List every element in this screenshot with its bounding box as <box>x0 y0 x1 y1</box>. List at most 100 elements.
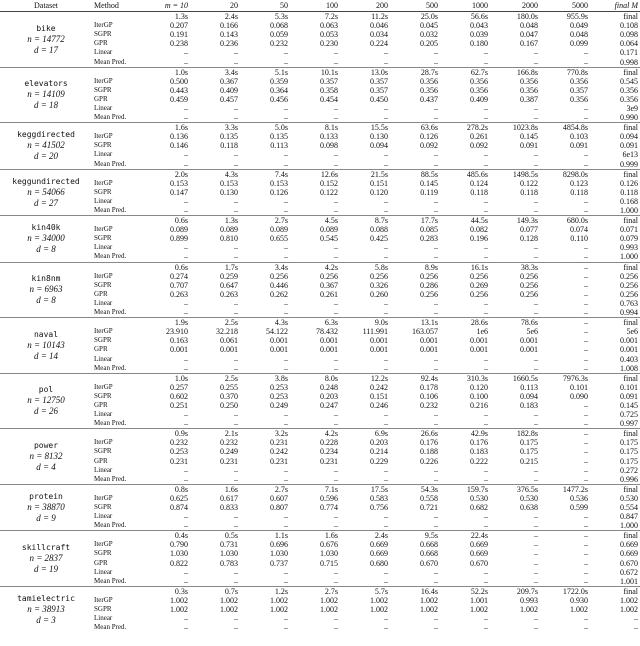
value-cell: – <box>434 354 438 364</box>
value-cell: – <box>484 623 488 633</box>
time-cell: 54.3s <box>390 483 440 494</box>
time-cell: 2.7s <box>240 215 290 226</box>
value-cell: – <box>184 150 188 160</box>
method-cell: Mean Pred. <box>94 57 127 66</box>
value-cell: 0.260 <box>370 289 388 299</box>
value-cell: – <box>434 567 438 577</box>
column-header: 2000 <box>490 0 540 12</box>
value-cell: – <box>284 614 288 624</box>
method-row: IterGP 0.790 0.731 0.696 0.676 0.669 0.668 0.66… <box>0 540 640 549</box>
value-cell: – <box>234 419 238 429</box>
dataset-n: n = 38870 <box>27 502 65 513</box>
method-row: IterGP 23.910 32.218 54.122 78.432 111.991 163… <box>0 327 640 336</box>
value-cell: – <box>484 298 488 308</box>
method-cell: SGPR <box>94 141 112 150</box>
value-cell: 0.061 <box>220 336 238 346</box>
value-cell: – <box>284 354 288 364</box>
value-cell: 0.783 <box>220 558 238 568</box>
value-cell: – <box>434 614 438 624</box>
value-cell: 1.030 <box>220 549 238 559</box>
time-cell: 4854.8s <box>540 122 590 133</box>
value-cell: 0.248 <box>320 382 338 392</box>
time-row: skillcraft n = 2837 d = 19 0.4s 0.5s 1.1s 1.6s… <box>0 530 640 587</box>
method-cell: IterGP <box>94 225 113 234</box>
method-cell: IterGP <box>94 132 113 141</box>
value-cell: 0.068 <box>270 21 288 31</box>
value-cell: 0.118 <box>470 187 488 197</box>
value-cell: 0.256 <box>470 289 488 299</box>
value-cell: 0.001 <box>320 336 338 346</box>
value-cell: 0.357 <box>370 85 388 95</box>
value-cell: – <box>234 252 238 262</box>
value-cell: – <box>484 474 488 484</box>
time-cell: 13.0s <box>340 66 390 77</box>
value-cell: – <box>584 271 588 281</box>
value-cell: 0.034 <box>370 30 388 40</box>
method-cell: IterGP <box>94 540 113 549</box>
value-cell: – <box>334 567 338 577</box>
value-cell: 0.715 <box>320 558 338 568</box>
value-cell: – <box>284 159 288 169</box>
value-cell: 0.094 <box>620 132 638 142</box>
method-row: GPR 0.251 0.250 0.249 0.247 0.246 0.232 0.216 0.… <box>0 401 640 410</box>
value-cell: – <box>534 363 538 373</box>
time-row: keggdirected n = 41502 d = 20 1.6s 3.3s 5.0s 8… <box>0 122 640 170</box>
value-cell: – <box>584 48 588 58</box>
time-cell: 2.4s <box>340 530 390 541</box>
method-cell: Mean Pred. <box>94 113 127 122</box>
column-header: 20 <box>190 0 240 12</box>
method-row: IterGP 0.625 0.617 0.607 0.596 0.583 0.558 0.53… <box>0 494 640 503</box>
value-cell: 0.256 <box>370 271 388 281</box>
value-cell: 0.001 <box>420 345 438 355</box>
method-row: GPR 0.238 0.236 0.232 0.230 0.224 0.205 0.180 0.… <box>0 39 640 48</box>
value-cell: – <box>184 252 188 262</box>
value-cell: – <box>234 576 238 586</box>
dataset-name: tamielectric <box>17 594 75 604</box>
value-cell: – <box>334 298 338 308</box>
value-cell: 0.234 <box>320 447 338 457</box>
method-row: GPR 0.822 0.783 0.737 0.715 0.680 0.670 0.670 – –… <box>0 559 640 568</box>
value-cell: – <box>434 512 438 522</box>
value-cell: 0.098 <box>620 30 638 40</box>
dataset-name: keggundirected <box>12 176 80 186</box>
time-cell: 3.4s <box>190 66 240 77</box>
value-cell: – <box>584 336 588 346</box>
value-cell: – <box>584 549 588 559</box>
time-cell: 2.5s <box>190 372 240 383</box>
time-cell: 2.1s <box>190 428 240 439</box>
value-cell: – <box>584 289 588 299</box>
dataset-cell: naval n = 10143 d = 14 <box>0 317 92 374</box>
value-cell: – <box>234 465 238 475</box>
time-cell: final <box>590 530 640 541</box>
value-cell: – <box>284 150 288 160</box>
value-cell: 0.001 <box>370 336 388 346</box>
value-cell: – <box>484 354 488 364</box>
time-cell: 78.6s <box>490 317 540 328</box>
value-cell: – <box>184 206 188 216</box>
time-cell: 28.6s <box>440 317 490 328</box>
dataset-n: n = 6963 <box>29 284 63 295</box>
time-cell: 42.9s <box>440 428 490 439</box>
value-cell: 0.725 <box>620 410 638 420</box>
value-cell: – <box>184 113 188 123</box>
time-cell: 8298.0s <box>540 168 590 179</box>
value-cell: 0.113 <box>270 141 288 151</box>
value-cell: – <box>384 474 388 484</box>
time-cell: 485.6s <box>440 168 490 179</box>
value-cell: – <box>584 159 588 169</box>
value-cell: 0.130 <box>220 187 238 197</box>
value-cell: 0.676 <box>320 540 338 550</box>
time-cell: 1.3s <box>190 215 240 226</box>
value-cell: – <box>584 57 588 67</box>
value-cell: – <box>184 474 188 484</box>
value-cell: 0.558 <box>420 493 438 503</box>
value-cell: 0.236 <box>220 39 238 49</box>
value-cell: 0.356 <box>470 76 488 86</box>
method-cell: GPR <box>94 289 108 298</box>
value-cell: 0.203 <box>370 438 388 448</box>
value-cell: – <box>584 103 588 113</box>
time-cell: 1.7s <box>190 261 240 272</box>
column-header: 200 <box>340 0 390 12</box>
value-cell: – <box>534 465 538 475</box>
value-cell: 0.617 <box>220 493 238 503</box>
